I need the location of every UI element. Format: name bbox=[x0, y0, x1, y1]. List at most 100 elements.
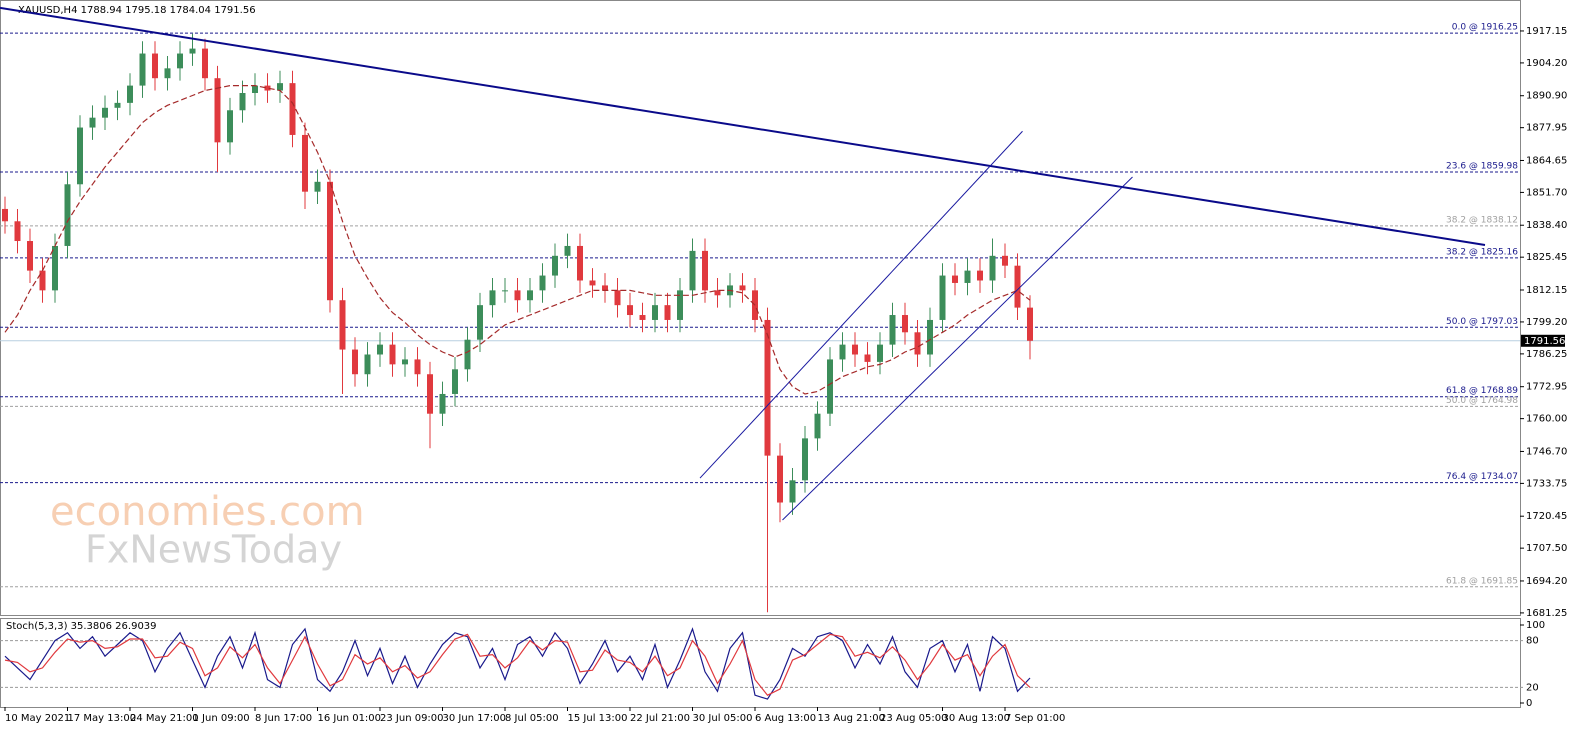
candle-body bbox=[1002, 255, 1008, 266]
candle-body bbox=[814, 413, 821, 439]
candle-body bbox=[439, 393, 446, 414]
candle-body bbox=[952, 275, 958, 283]
y-tick-label: 1864.65 bbox=[1526, 155, 1567, 166]
candle-body bbox=[902, 315, 908, 333]
y-tick-label: 1812.15 bbox=[1526, 285, 1567, 296]
trendline bbox=[782, 176, 1133, 521]
candle-body bbox=[702, 250, 708, 291]
candle-body bbox=[652, 305, 658, 320]
x-tick-label: 1 Jun 09:00 bbox=[193, 713, 250, 724]
candle-body bbox=[214, 78, 221, 143]
candle-body bbox=[927, 319, 933, 355]
candle-body bbox=[889, 315, 896, 345]
candle-body bbox=[414, 359, 421, 375]
stoch-tick-label: 80 bbox=[1526, 636, 1539, 647]
y-tick-label: 1877.95 bbox=[1526, 123, 1567, 134]
candle-body bbox=[639, 315, 646, 320]
candle-body bbox=[177, 53, 183, 69]
last-price-label: 1791.56 bbox=[1524, 336, 1565, 347]
candle-body bbox=[152, 53, 158, 79]
x-tick-label: 15 Jul 13:00 bbox=[568, 713, 628, 724]
candle-body bbox=[714, 290, 721, 296]
candle-body bbox=[389, 344, 396, 365]
candle-body bbox=[1027, 307, 1033, 341]
candle-body bbox=[989, 255, 996, 281]
candle-body bbox=[864, 354, 871, 362]
x-tick-label: 8 Jun 17:00 bbox=[255, 713, 312, 724]
candle-body bbox=[489, 290, 496, 306]
candle-body bbox=[314, 181, 321, 192]
candle-body bbox=[464, 339, 471, 370]
y-tick-label: 1733.75 bbox=[1526, 478, 1567, 489]
candle-body bbox=[577, 245, 583, 281]
fib-label: 50.0 @ 1797.03 bbox=[1446, 317, 1518, 327]
candle-body bbox=[539, 275, 546, 291]
candle-body bbox=[202, 48, 208, 79]
candle-body bbox=[352, 349, 358, 375]
x-tick-label: 22 Jul 21:00 bbox=[630, 713, 690, 724]
candle-body bbox=[764, 319, 771, 456]
candle-body bbox=[477, 305, 483, 340]
fib-label: 23.6 @ 1859.98 bbox=[1446, 161, 1518, 171]
candle-body bbox=[139, 53, 146, 86]
stoch-line bbox=[4, 633, 1031, 696]
stoch-tick-label: 20 bbox=[1526, 682, 1539, 693]
fib-label: 0.0 @ 1916.25 bbox=[1452, 23, 1518, 33]
fib-label: 61.8 @ 1768.89 bbox=[1446, 386, 1518, 396]
candle-body bbox=[614, 290, 621, 306]
last-price-box bbox=[1521, 334, 1565, 347]
fib-label: 50.0 @ 1764.98 bbox=[1446, 396, 1518, 406]
y-tick-label: 1904.20 bbox=[1526, 58, 1567, 69]
candle-body bbox=[564, 245, 571, 256]
candle-body bbox=[102, 107, 108, 118]
stoch-tick-label: 100 bbox=[1526, 620, 1545, 631]
watermark: economies.com bbox=[50, 489, 365, 535]
fib-label: 38.2 @ 1838.12 bbox=[1446, 215, 1518, 225]
main-pane bbox=[0, 0, 1521, 616]
candle-body bbox=[27, 241, 33, 271]
candle-body bbox=[302, 134, 308, 192]
candle-body bbox=[602, 285, 608, 291]
stoch-pane bbox=[0, 618, 1521, 708]
x-tick-label: 8 Jul 05:00 bbox=[505, 713, 559, 724]
candle-body bbox=[52, 245, 58, 291]
candle-body bbox=[377, 344, 383, 355]
candle-body bbox=[802, 438, 808, 481]
candle-body bbox=[239, 93, 246, 111]
y-tick-label: 1838.40 bbox=[1526, 220, 1567, 231]
candle-body bbox=[89, 117, 96, 128]
y-tick-label: 1799.20 bbox=[1526, 317, 1567, 328]
watermark: FxNewsToday bbox=[85, 528, 342, 572]
candle-body bbox=[789, 480, 796, 503]
x-tick-label: 17 May 13:00 bbox=[68, 713, 137, 724]
candle-body bbox=[939, 275, 946, 320]
candle-body bbox=[39, 270, 46, 291]
y-tick-label: 1890.90 bbox=[1526, 91, 1567, 102]
candle-body bbox=[977, 270, 983, 281]
x-tick-label: 23 Aug 05:00 bbox=[880, 713, 947, 724]
candle-body bbox=[164, 68, 171, 79]
x-tick-label: 13 Aug 21:00 bbox=[818, 713, 885, 724]
candle-body bbox=[114, 102, 121, 108]
x-tick-label: 30 Jul 05:00 bbox=[693, 713, 753, 724]
candle-body bbox=[227, 110, 233, 143]
y-tick-label: 1707.50 bbox=[1526, 543, 1567, 554]
candle-body bbox=[127, 85, 133, 103]
fib-label: 61.8 @ 1691.85 bbox=[1446, 576, 1518, 586]
candle-body bbox=[277, 83, 283, 91]
x-tick-label: 7 Sep 01:00 bbox=[1005, 713, 1065, 724]
x-tick-label: 16 Jun 01:00 bbox=[318, 713, 382, 724]
candle-body bbox=[289, 83, 296, 135]
x-tick-label: 30 Aug 13:00 bbox=[943, 713, 1010, 724]
candle-body bbox=[689, 250, 696, 291]
y-tick-label: 1786.25 bbox=[1526, 349, 1567, 360]
candle-body bbox=[739, 285, 746, 291]
candle-body bbox=[964, 270, 971, 283]
candle-body bbox=[2, 208, 8, 222]
candle-body bbox=[777, 455, 783, 503]
candle-body bbox=[839, 344, 846, 360]
candle-body bbox=[77, 127, 83, 185]
